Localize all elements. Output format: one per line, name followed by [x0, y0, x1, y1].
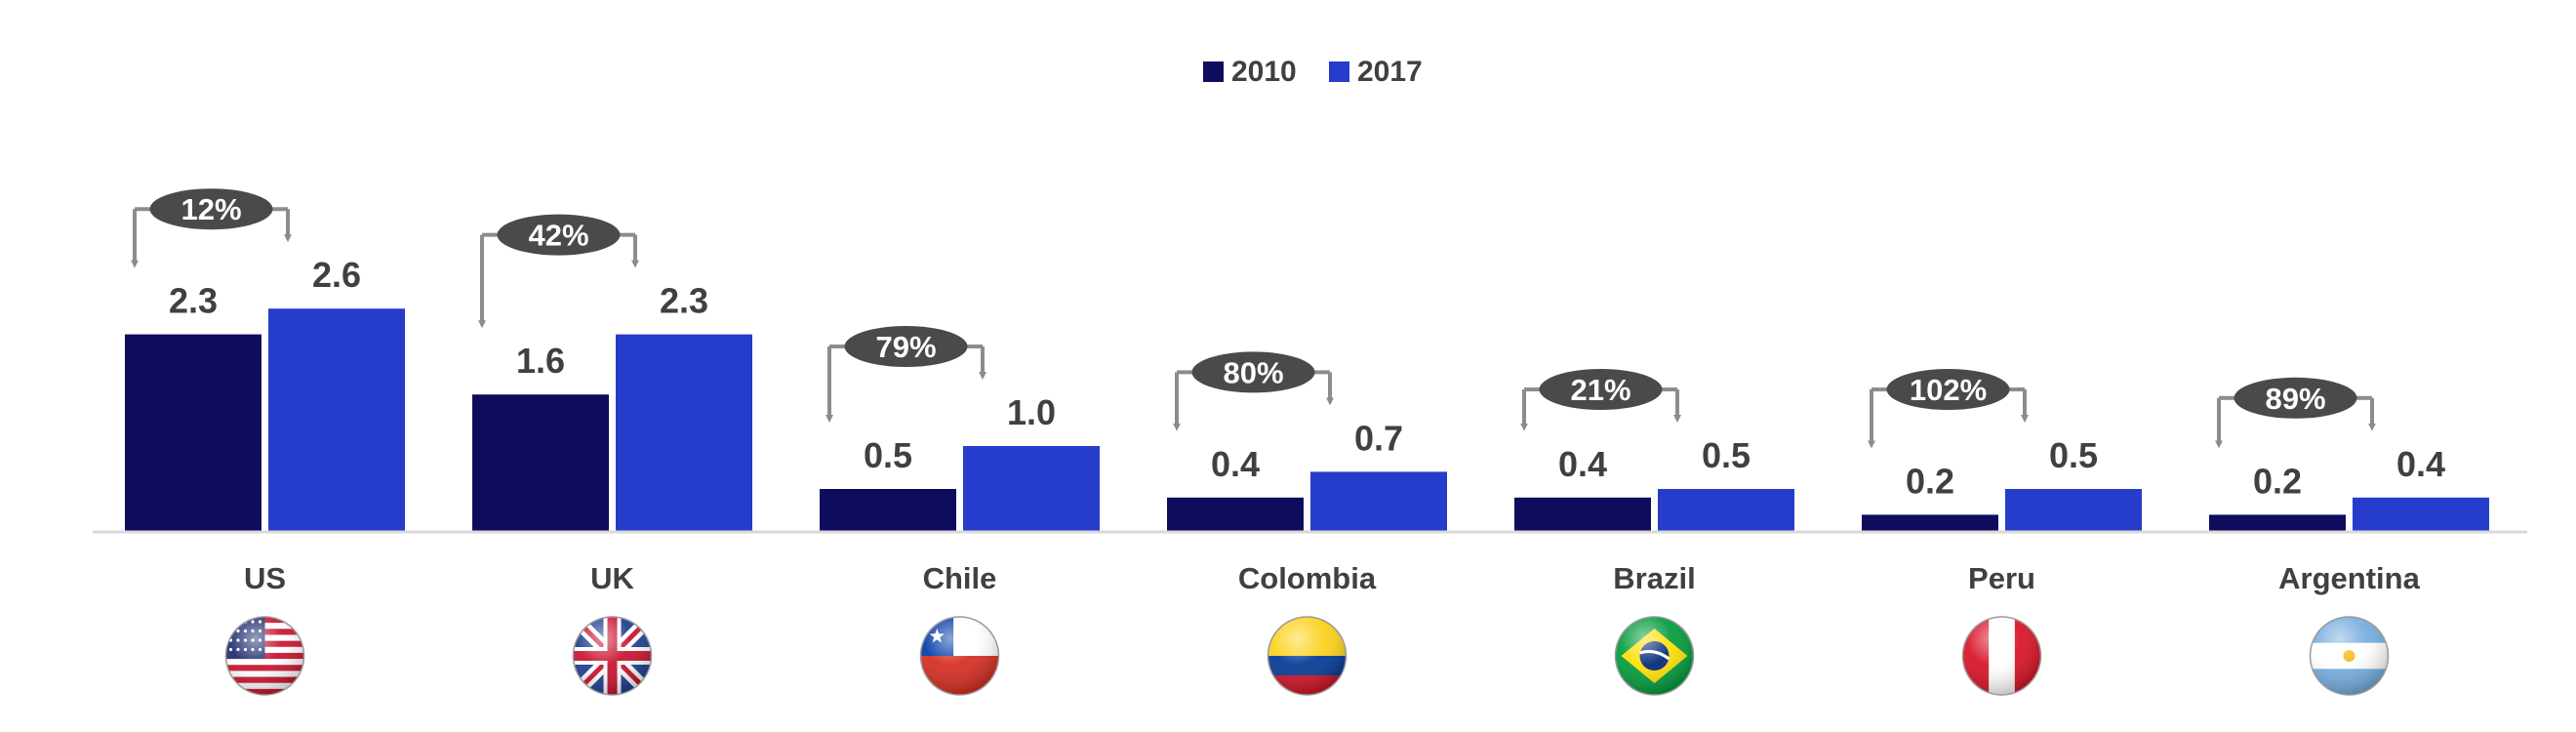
x-tick-label: Argentina [2278, 561, 2420, 595]
bar-us-2010 [125, 334, 262, 532]
bar-colombia-2010 [1167, 497, 1304, 532]
x-tick-label: Peru [1968, 561, 2035, 595]
data-label: 0.5 [1702, 435, 1751, 475]
data-label: 0.2 [1906, 461, 1954, 501]
data-label: 0.4 [1558, 444, 1607, 484]
bar-brazil-2017 [1658, 489, 1794, 532]
growth-label: 21% [1570, 373, 1630, 407]
bar-peru-2017 [2005, 489, 2142, 532]
uk-flag-icon [573, 617, 652, 695]
x-tick-label: Chile [923, 561, 997, 595]
flag-rim [1961, 616, 2042, 696]
bar-argentina-2017 [2353, 497, 2489, 532]
flag-gloss [1615, 617, 1694, 695]
data-label: 1.6 [516, 341, 565, 381]
legend-label-2010: 2010 [1231, 56, 1297, 88]
growth-label: 102% [1910, 373, 1987, 407]
growth-bubble [844, 326, 968, 367]
x-tick-label: Brazil [1613, 561, 1695, 595]
data-label: 2.3 [660, 281, 708, 321]
growth-bubble [149, 188, 273, 230]
flag-rim [1614, 616, 1695, 696]
bars: 2.3 2.6 1.6 2.3 0.5 1.0 0.4 0.7 0.4 0.5 0.2 0.5 0.2 0… [125, 255, 2489, 532]
x-tick-label: UK [590, 561, 634, 595]
peru-flag-icon [1962, 617, 2041, 695]
x-tick-label: Colombia [1238, 561, 1377, 595]
flag-gloss [920, 617, 999, 695]
growth-bubble [2234, 377, 2357, 419]
flag-gloss [1962, 617, 2041, 695]
bar-peru-2010 [1862, 514, 1998, 532]
flag-rim [2309, 616, 2390, 696]
data-label: 0.2 [2253, 461, 2302, 501]
brazil-flag-icon [1615, 617, 1694, 695]
growth-label: 80% [1223, 355, 1283, 389]
flag-gloss [2310, 617, 2389, 695]
data-label: 0.4 [1211, 444, 1260, 484]
data-label: 1.0 [1007, 392, 1056, 432]
growth-label: 79% [875, 330, 936, 364]
growth-label: 12% [181, 192, 241, 226]
growth-bubble [1539, 369, 1663, 410]
flags [224, 616, 2390, 696]
legend-swatch-2017 [1329, 61, 1349, 82]
x-axis-labels: US UK Chile Colombia Brazil Peru Argentina [244, 561, 2421, 595]
bar-uk-2010 [472, 394, 609, 532]
x-tick-label: US [244, 561, 286, 595]
flag-rim [224, 616, 305, 696]
bar-chile-2017 [963, 446, 1100, 532]
growth-label: 42% [528, 219, 588, 253]
bar-argentina-2010 [2209, 514, 2346, 532]
data-label: 0.4 [2396, 444, 2445, 484]
data-label: 2.6 [312, 255, 361, 295]
bar-colombia-2017 [1310, 471, 1447, 532]
flag-gloss [573, 617, 652, 695]
legend-label-2017: 2017 [1357, 56, 1423, 88]
data-label: 0.5 [864, 435, 912, 475]
flag-rim [572, 616, 653, 696]
growth-arrows: 12% 42% 79% 80% 21% 102% 89% [131, 188, 2376, 449]
data-label: 0.7 [1354, 418, 1403, 458]
data-label: 0.5 [2049, 435, 2098, 475]
bar-us-2017 [268, 308, 405, 532]
data-label: 2.3 [169, 281, 218, 321]
flag-rim [1267, 616, 1348, 696]
growth-label: 89% [2265, 382, 2325, 416]
growth-bubble [1191, 351, 1315, 393]
bar-brazil-2010 [1514, 497, 1651, 532]
argentina-flag-icon [2310, 617, 2389, 695]
flag-gloss [225, 617, 304, 695]
legend: 2010 2017 [1203, 56, 1423, 88]
flag-gloss [1268, 617, 1347, 695]
us-flag-icon [225, 617, 304, 695]
flag-rim [919, 616, 1000, 696]
growth-bubble [497, 214, 621, 256]
bar-chile-2010 [820, 489, 956, 532]
bar-uk-2017 [616, 334, 752, 532]
legend-swatch-2010 [1203, 61, 1224, 82]
growth-bubble [1886, 369, 2010, 410]
